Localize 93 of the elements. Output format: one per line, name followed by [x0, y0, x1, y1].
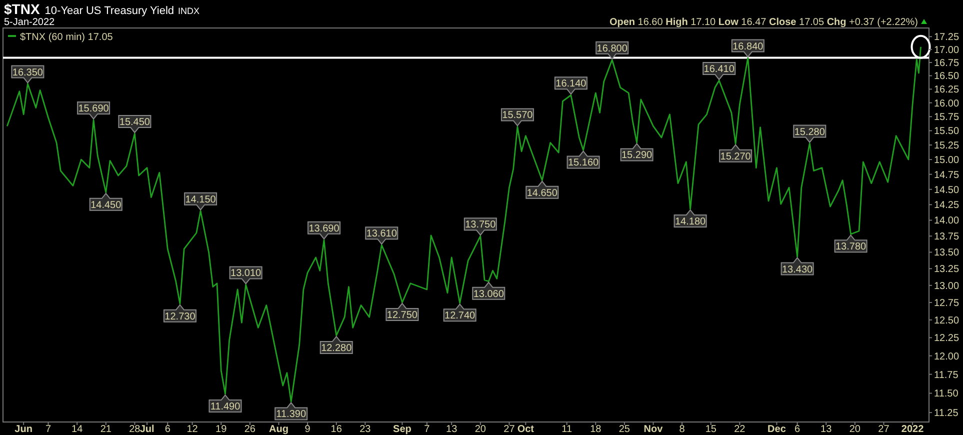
- y-tick-label: 14.00: [934, 216, 960, 227]
- annotation: 13.060: [473, 288, 504, 300]
- x-tick-label: 6: [794, 424, 801, 435]
- annotation: 12.740: [444, 310, 476, 322]
- x-tick-label: 16: [330, 424, 342, 435]
- annotation: 14.450: [90, 200, 122, 211]
- y-tick-label: 15.50: [934, 126, 960, 138]
- y-tick-label: 17.00: [934, 44, 960, 56]
- annotation: 11.390: [276, 409, 306, 420]
- x-tick-label: 28: [129, 424, 141, 435]
- y-tick-label: 17.25: [934, 32, 960, 44]
- x-tick-label: 2022: [901, 424, 924, 435]
- y-tick-label: 13.00: [934, 280, 960, 292]
- y-tick-label: 12.25: [934, 333, 960, 344]
- annotation: 15.290: [622, 150, 653, 162]
- y-tick-label: 14.50: [934, 184, 960, 196]
- x-tick-label: 7: [424, 424, 430, 435]
- y-tick-label: 15.00: [934, 155, 960, 166]
- y-tick-label: 12.00: [934, 351, 960, 362]
- x-tick-label: 13: [820, 424, 832, 435]
- y-tick-label: 13.50: [934, 248, 960, 259]
- annotation: 15.450: [119, 117, 150, 128]
- x-tick-label: 21: [100, 424, 112, 435]
- x-tick-label: 15: [705, 424, 717, 435]
- y-tick-label: 16.75: [934, 58, 960, 69]
- annotation: 12.730: [164, 311, 196, 322]
- legend-label: $TNX (60 min) 17.05: [20, 32, 114, 43]
- chart-title: $TNX: [4, 1, 40, 17]
- annotation: 13.690: [308, 223, 340, 234]
- annotation: 15.690: [78, 103, 110, 114]
- y-tick-label: 11.25: [934, 408, 959, 420]
- x-tick-label: 26: [244, 424, 256, 435]
- annotation: 12.750: [386, 310, 418, 321]
- annotation: 13.780: [836, 242, 867, 253]
- x-tick-label: 23: [360, 424, 372, 435]
- x-tick-label: Aug: [269, 424, 288, 435]
- annotation: 14.650: [526, 188, 558, 199]
- annotation: 16.840: [732, 41, 764, 52]
- text: Open 16.60 High 17.10 Low 16.47 Close 17.05 Chg +0.37 (+2.22%): [609, 17, 918, 28]
- x-tick-label: 14: [72, 424, 84, 435]
- x-tick-label: 8: [679, 424, 686, 435]
- annotation: 13.430: [782, 264, 814, 276]
- x-tick-label: 7: [45, 424, 52, 435]
- x-tick-label: Jun: [14, 424, 32, 435]
- y-tick-label: 15.25: [934, 140, 960, 152]
- x-tick-label: 25: [618, 424, 630, 435]
- y-tick-label: 11.50: [934, 388, 959, 400]
- x-tick-label: 12: [186, 424, 198, 435]
- annotation: 12.280: [321, 343, 352, 354]
- y-tick-label: 16.00: [934, 98, 960, 110]
- y-tick-label: 13.75: [934, 232, 960, 243]
- y-tick-label: 15.75: [934, 112, 960, 124]
- annotation: 15.160: [568, 158, 600, 169]
- x-tick-label: Sep: [393, 424, 412, 435]
- x-tick-label: 20: [849, 424, 861, 435]
- x-tick-label: Oct: [517, 424, 535, 435]
- text: INDX: [178, 6, 200, 16]
- x-tick-label: 19: [216, 424, 228, 435]
- y-tick-label: 12.75: [934, 298, 960, 309]
- y-tick-label: 16.25: [934, 84, 960, 96]
- y-tick-label: 14.75: [934, 170, 960, 181]
- annotation: 14.150: [185, 194, 216, 206]
- x-tick-label: 27: [878, 424, 890, 435]
- x-tick-label: 11: [562, 424, 572, 435]
- y-tick-label: 14.25: [934, 200, 960, 212]
- annotation: 13.610: [366, 228, 398, 240]
- annotation: 15.280: [794, 126, 826, 138]
- annotation: 16.350: [12, 67, 44, 78]
- x-tick-label: 9: [304, 424, 311, 435]
- annotation: 16.140: [556, 78, 587, 90]
- x-tick-label: 6: [164, 424, 171, 435]
- x-tick-label: 27: [504, 424, 516, 435]
- x-tick-label: Dec: [768, 424, 786, 435]
- x-tick-label: 13: [446, 424, 458, 435]
- x-tick-label: 20: [474, 424, 486, 435]
- x-tick-label: 18: [590, 424, 602, 435]
- y-tick-label: 13.25: [934, 264, 960, 276]
- annotation: 13.750: [465, 220, 496, 231]
- y-tick-label: 12.50: [934, 315, 960, 326]
- x-tick-label: Nov: [644, 424, 664, 435]
- annotation: 11.490: [210, 402, 241, 413]
- text: 5-Jan-2022: [4, 17, 56, 28]
- y-tick-label: 16.50: [934, 71, 960, 82]
- x-tick-label: Jul: [140, 424, 154, 435]
- y-tick-label: 11.75: [934, 370, 959, 381]
- annotation: 15.270: [720, 151, 752, 162]
- annotation: 16.800: [596, 43, 628, 54]
- annotation: 13.010: [230, 268, 262, 280]
- annotation: 15.570: [502, 110, 534, 122]
- annotation: 16.410: [704, 64, 735, 76]
- chart-subtitle: 10-Year US Treasury Yield: [44, 5, 174, 17]
- annotation: 14.180: [675, 216, 706, 228]
- x-tick-label: 22: [734, 424, 746, 435]
